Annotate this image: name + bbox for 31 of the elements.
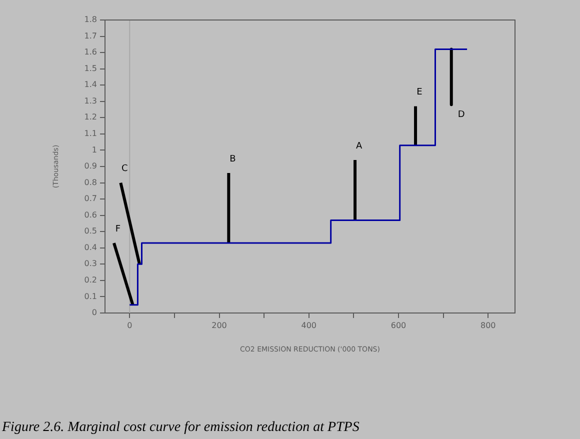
y-tick-label: 1.5 <box>84 64 97 73</box>
annotation: C <box>122 164 128 174</box>
y-tick-label: 1.4 <box>84 80 97 90</box>
y-tick-label: 1.8 <box>84 15 97 24</box>
x-tick-label: 0 <box>127 320 132 330</box>
y-tick-label: 0.9 <box>84 162 97 171</box>
y-tick-label: 0.7 <box>84 194 97 204</box>
y-tick-label: 0.6 <box>84 210 97 220</box>
x-tick-label: 200 <box>212 320 227 330</box>
y-tick-label: 1.3 <box>84 96 97 106</box>
annotation: D <box>458 110 465 120</box>
y-tick-label: 0.5 <box>84 226 97 236</box>
y-tick-label: 1.2 <box>84 112 97 122</box>
x-tick-label: 800 <box>480 320 496 330</box>
caption: Figure 2.6. Marginal cost curve for emission reduction at PTPS <box>2 420 360 436</box>
y-tick-label: 1.7 <box>84 31 97 40</box>
x-tick-label: 600 <box>390 320 406 330</box>
y-tick-label: 1.6 <box>84 48 97 57</box>
y-tick-label: 0.3 <box>84 259 97 268</box>
y-tick-label: 0 <box>92 308 97 318</box>
annotation: A <box>356 141 363 152</box>
y-tick-label: 1.1 <box>84 129 97 138</box>
annotation: F <box>115 224 121 234</box>
annotation: E <box>416 88 423 98</box>
y-tick-label: 0.8 <box>84 178 97 187</box>
annotation: B <box>230 154 236 164</box>
y-tick-label: 0.2 <box>84 276 97 285</box>
y-tick-label: 0.1 <box>84 292 97 301</box>
y-tick-label: 0.4 <box>84 242 97 252</box>
x-tick-label: 400 <box>301 320 317 330</box>
y-tick-label: 1 <box>92 145 97 154</box>
